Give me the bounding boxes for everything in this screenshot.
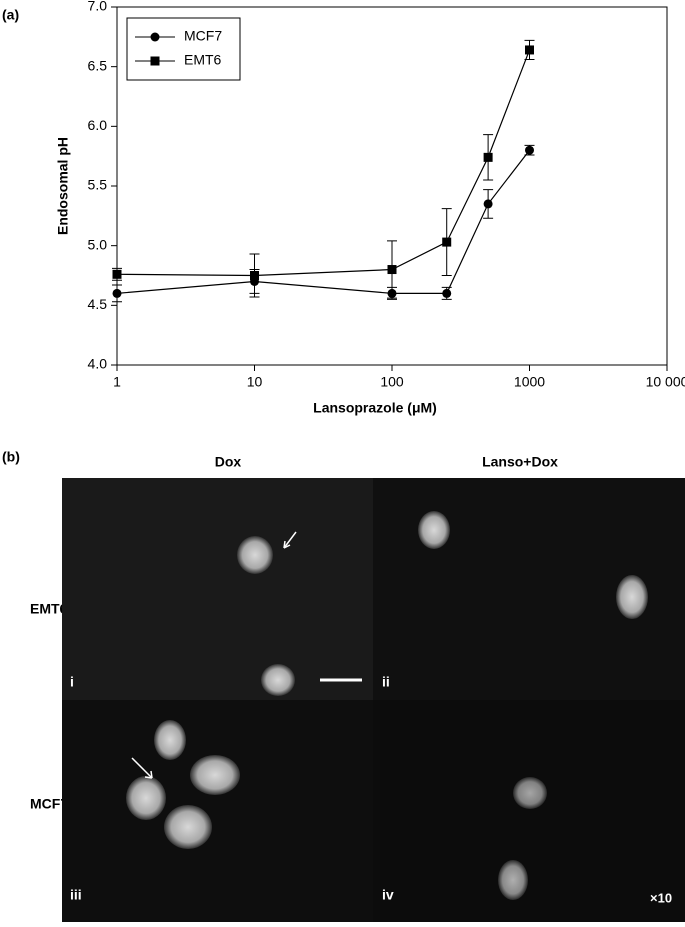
x-tick-label: 10 000	[646, 374, 685, 390]
x-axis-label: Lansoprazole (μM)	[313, 400, 437, 416]
marker	[525, 145, 534, 155]
series-line	[116, 149, 530, 294]
legend-label: MCF7	[184, 28, 222, 44]
cell	[498, 860, 528, 900]
cell	[164, 805, 212, 849]
marker	[250, 271, 259, 280]
chart-a: (a) Lansoprazole (μM) Endosomal pH 1 10 10…	[2, 0, 685, 416]
tile-label: iii	[70, 887, 82, 903]
y-tick-label: 7.0	[88, 0, 108, 14]
legend-marker	[150, 32, 160, 42]
cell	[126, 776, 166, 820]
cell	[261, 664, 295, 696]
cell	[418, 511, 450, 549]
marker	[387, 265, 397, 275]
arrow	[131, 757, 153, 779]
y-tick-label: 5.0	[88, 236, 108, 252]
x-tick-label: 10	[247, 374, 263, 390]
micrographs: (b) Dox Lanso+Dox EMT6 MCF7 i ii iii iv …	[2, 449, 685, 922]
tile-label: iv	[382, 887, 394, 903]
y-tick-label: 6.0	[88, 117, 108, 133]
micrograph-tile	[373, 700, 685, 922]
y-tick-label: 6.5	[88, 57, 108, 73]
column-label: Dox	[215, 454, 242, 470]
marker	[483, 152, 493, 162]
panel-label: (b)	[2, 449, 20, 465]
row-label: MCF7	[30, 796, 68, 812]
y-tick-label: 4.0	[88, 356, 108, 372]
y-tick-label: 4.5	[88, 296, 108, 312]
y-tick-label: 5.5	[88, 177, 108, 193]
arrow-head	[283, 540, 291, 549]
arrow	[283, 531, 297, 549]
marker	[525, 45, 534, 55]
micrograph-tile	[62, 478, 373, 700]
row-label: EMT6	[30, 601, 68, 617]
cell	[616, 575, 648, 619]
cell	[154, 720, 186, 760]
tile-label: i	[70, 674, 74, 690]
cell	[190, 755, 240, 795]
series-line	[116, 49, 531, 277]
panel-label: (a)	[2, 7, 19, 23]
y-axis-label: Endosomal pH	[55, 137, 71, 235]
marker	[483, 199, 493, 209]
x-tick-label: 100	[380, 374, 404, 390]
column-label: Lanso+Dox	[482, 454, 558, 470]
marker	[112, 288, 122, 298]
marker	[442, 288, 452, 298]
arrow-head	[144, 770, 153, 779]
legend-marker	[150, 56, 160, 66]
legend-label: EMT6	[184, 52, 222, 68]
marker	[112, 269, 122, 279]
cell	[513, 777, 547, 809]
x-tick-label: 1	[113, 374, 121, 390]
tile-label: ii	[382, 674, 390, 690]
x-tick-label: 1000	[514, 374, 545, 390]
micrograph-tile	[62, 700, 373, 922]
magnification: ×10	[650, 890, 672, 905]
cell	[237, 536, 273, 574]
marker	[442, 237, 452, 247]
legend	[126, 17, 241, 81]
